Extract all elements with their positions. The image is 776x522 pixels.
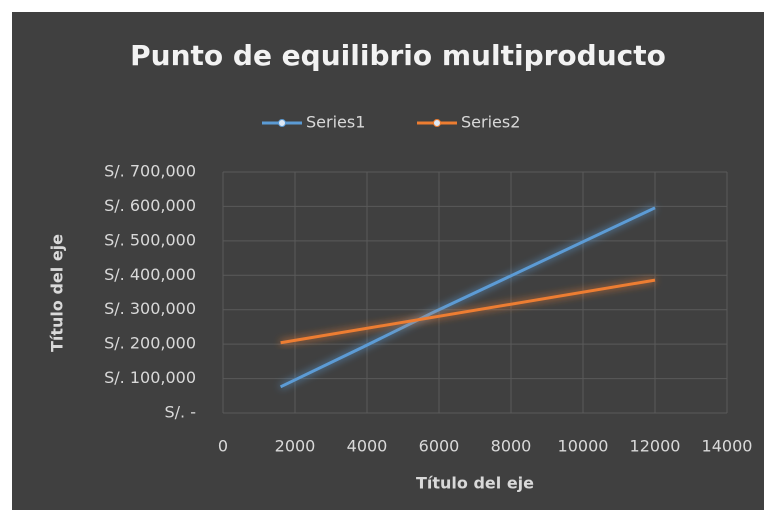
chart-title: Punto de equilibrio multiproducto bbox=[130, 39, 666, 72]
x-tick-label: 4000 bbox=[347, 437, 388, 456]
series-line bbox=[280, 278, 656, 345]
x-tick-label: 12000 bbox=[630, 437, 681, 456]
y-axis-title: Título del eje bbox=[48, 234, 67, 352]
x-tick-label: 14000 bbox=[702, 437, 753, 456]
x-tick-label: 8000 bbox=[491, 437, 532, 456]
series-line bbox=[279, 206, 656, 389]
x-tick-label: 2000 bbox=[275, 437, 316, 456]
y-tick-label: S/. 500,000 bbox=[104, 230, 196, 249]
y-tick-label: S/. - bbox=[165, 403, 197, 422]
legend-label: Series2 bbox=[461, 113, 520, 132]
y-tick-label: S/. 100,000 bbox=[104, 368, 196, 387]
y-tick-label: S/. 400,000 bbox=[104, 265, 196, 284]
x-axis-title: Título del eje bbox=[416, 474, 534, 493]
y-tick-label: S/. 200,000 bbox=[104, 334, 196, 353]
chart-area bbox=[12, 12, 764, 510]
x-tick-label: 6000 bbox=[419, 437, 460, 456]
legend-label: Series1 bbox=[306, 113, 365, 132]
y-tick-label: S/. 700,000 bbox=[104, 162, 196, 181]
legend-marker bbox=[278, 119, 286, 127]
x-tick-label: 0 bbox=[218, 437, 228, 456]
x-tick-label: 10000 bbox=[558, 437, 609, 456]
y-tick-label: S/. 300,000 bbox=[104, 299, 196, 318]
legend-marker bbox=[433, 119, 441, 127]
y-tick-label: S/. 600,000 bbox=[104, 196, 196, 215]
